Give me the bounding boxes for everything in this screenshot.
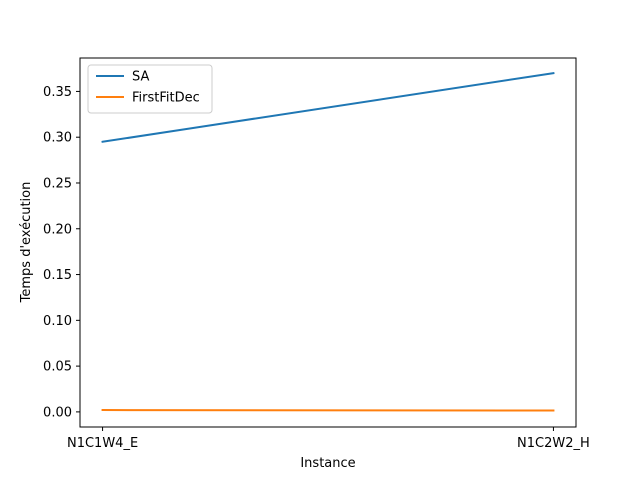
axes-frame	[79, 57, 577, 428]
y-axis-label: Temps d'exécution	[19, 182, 34, 304]
y-tick-label: 0.35	[43, 85, 72, 100]
plot-area: 0.00 0.05 0.10 0.15 0.20 0.25 0.30 0.35 N1C1W4_E…	[43, 57, 590, 451]
x-axis-label: Instance	[300, 456, 355, 471]
x-tick-label: N1C2W2_H	[517, 436, 590, 451]
y-tick-label: 0.10	[43, 314, 72, 329]
y-tick-label: 0.15	[43, 268, 72, 283]
legend: SA FirstFitDec	[87, 64, 213, 114]
y-tick-label: 0.00	[43, 405, 72, 420]
y-tick-label: 0.25	[43, 176, 72, 191]
series-line-sa	[101, 71, 555, 143]
legend-label-firstfitdec: FirstFitDec	[132, 91, 200, 106]
legend-label-sa: SA	[132, 70, 149, 85]
legend-box	[87, 64, 213, 114]
y-tick-label: 0.30	[43, 131, 72, 146]
x-tick-label: N1C1W4_E	[67, 436, 138, 451]
y-tick-label: 0.20	[43, 222, 72, 237]
y-tick-label: 0.05	[43, 360, 72, 375]
